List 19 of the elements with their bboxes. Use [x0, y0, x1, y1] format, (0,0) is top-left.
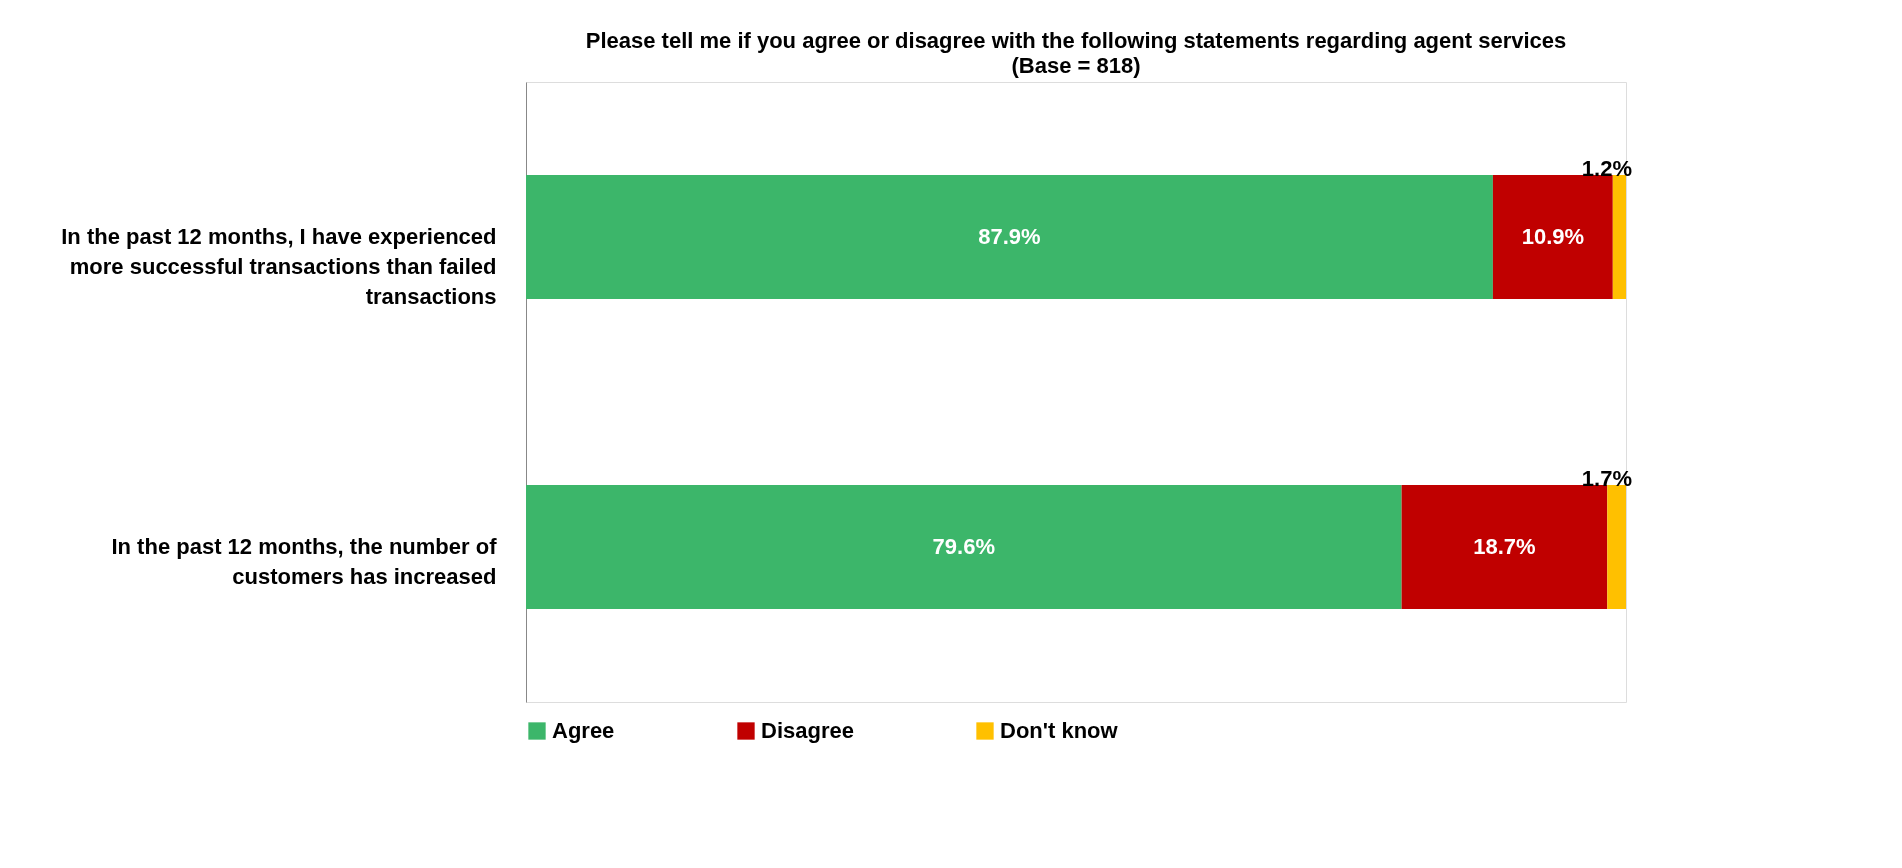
- data-label: 1.7%: [1581, 466, 1632, 491]
- bar: [1401, 485, 1608, 609]
- chart-title: Please tell me if you agree or disagree with the following statements regarding agent services: [585, 28, 1567, 53]
- legend-label: Don't know: [1000, 718, 1119, 743]
- legend-label: Disagree: [761, 718, 854, 743]
- legend-label: Agree: [552, 718, 615, 743]
- data-label: 79.6%: [932, 534, 995, 559]
- data-label: 87.9%: [978, 224, 1041, 249]
- data-label: 1.2%: [1581, 156, 1632, 181]
- bar: [526, 175, 1493, 299]
- y-tick-label: In the past 12 months, the number of customers has increased: [111, 534, 498, 589]
- chart-subtitle: (Base = 818): [1011, 53, 1141, 78]
- data-label: 10.9%: [1521, 224, 1585, 249]
- bar: [1607, 485, 1626, 609]
- bar: [526, 485, 1402, 609]
- data-label: 18.7%: [1473, 534, 1536, 559]
- y-tick-label: In the past 12 months, I have experienced more successful transactions than failed transactions: [61, 224, 497, 309]
- bar: [1612, 175, 1626, 299]
- bar: [1492, 175, 1613, 299]
